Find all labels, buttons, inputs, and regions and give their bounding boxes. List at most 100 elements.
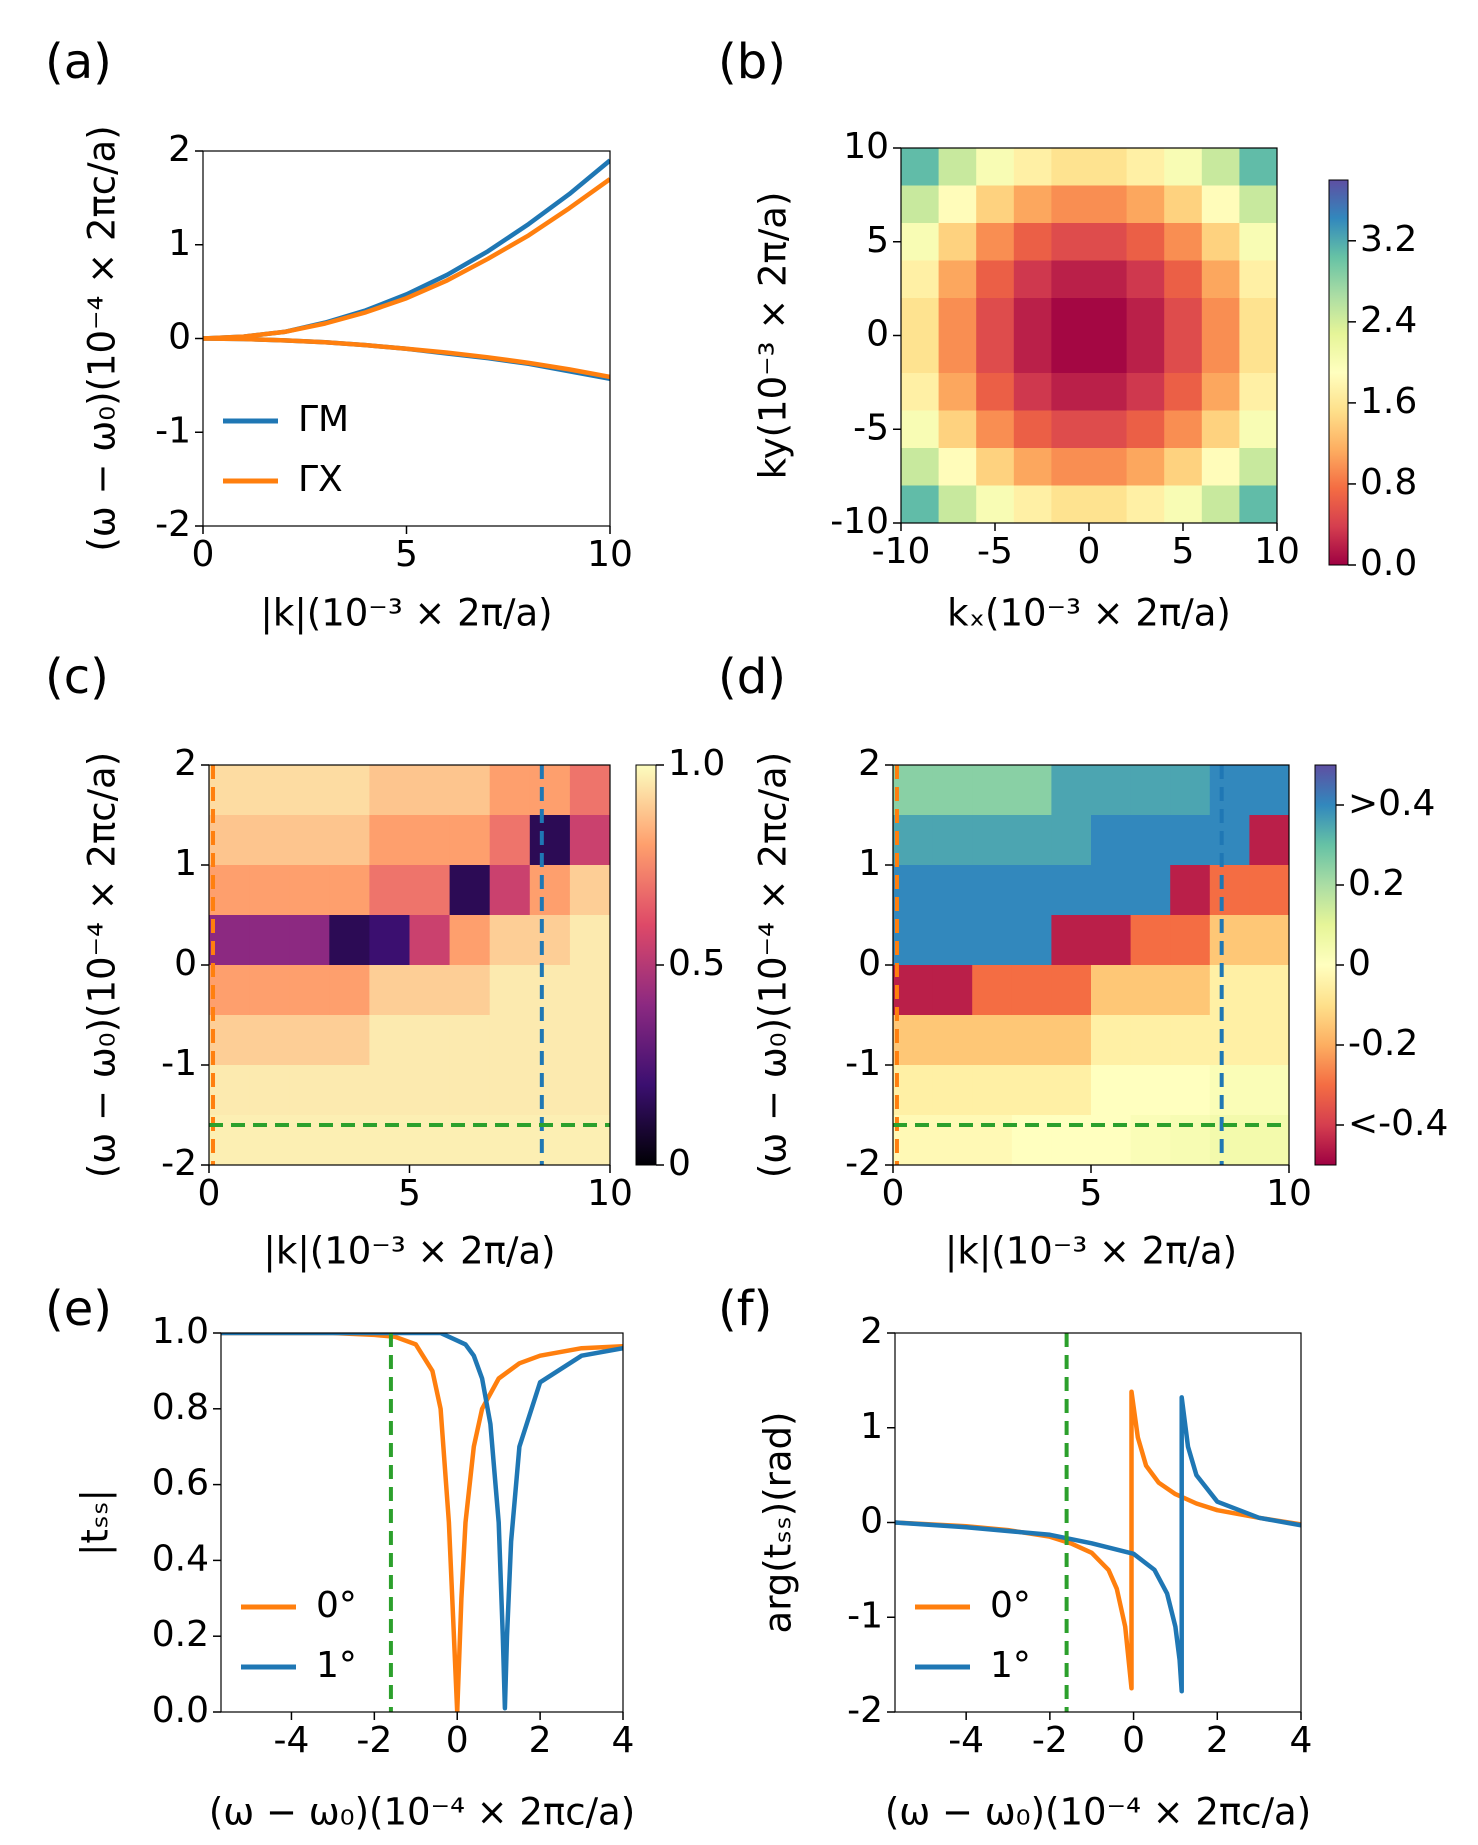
heat-cell <box>1201 260 1240 299</box>
panel-label: (c) <box>45 649 109 705</box>
heat-cell <box>329 765 370 816</box>
heat-cell <box>289 865 330 916</box>
heat-cell <box>449 965 491 1016</box>
heat-cell <box>1249 765 1289 816</box>
y-tick-label: -2 <box>161 1143 197 1184</box>
heat-cell <box>1013 185 1052 224</box>
y-tick-label: -1 <box>155 410 191 451</box>
heat-cell <box>1164 223 1203 262</box>
heat-cell <box>329 1015 370 1066</box>
heat-cell <box>972 1065 1013 1116</box>
heat-cell <box>249 965 290 1016</box>
x-tick-label: -10 <box>872 531 931 572</box>
colorbar-tick-label: 0.2 <box>1348 863 1405 904</box>
heat-cell <box>932 965 973 1016</box>
heat-cell <box>409 865 451 916</box>
heat-cell <box>249 865 290 916</box>
y-axis-label: arg(tₛₛ)(rad) <box>757 1412 800 1634</box>
heat-cell <box>289 965 330 1016</box>
heat-cell <box>1209 765 1250 816</box>
heat-cell <box>1239 185 1277 224</box>
heat-cell <box>529 815 571 866</box>
heat-cell <box>938 260 977 299</box>
heat-cell <box>249 815 290 866</box>
heat-cell <box>409 1015 451 1066</box>
heat-cell <box>938 448 977 487</box>
heat-cell <box>1051 223 1090 262</box>
heat-cell <box>289 815 330 866</box>
heat-cell <box>1051 1115 1092 1165</box>
heat-cell <box>1130 1015 1171 1066</box>
heat-cell <box>1089 410 1128 449</box>
heat-cell <box>938 335 977 374</box>
heat-cell <box>1201 335 1240 374</box>
heat-cell <box>1170 765 1211 816</box>
heat-cell <box>1051 915 1092 966</box>
colorbar-tick-label: 3.2 <box>1360 219 1417 260</box>
heat-cell <box>1239 260 1277 299</box>
heat-cell <box>893 815 934 866</box>
x-axis-label: kₓ(10⁻³ × 2π/a) <box>947 592 1231 635</box>
heat-cell <box>569 765 610 816</box>
heat-cell <box>1170 865 1211 916</box>
heat-cell <box>1170 915 1211 966</box>
heat-cell <box>1209 915 1250 966</box>
heat-cell <box>972 815 1013 866</box>
heat-cell <box>1089 335 1128 374</box>
heat-cell <box>409 965 451 1016</box>
heat-cell <box>932 815 973 866</box>
heat-cell <box>529 1015 571 1066</box>
x-tick-label: -2 <box>356 1720 392 1761</box>
y-tick-label: -10 <box>830 501 889 542</box>
heat-cell <box>1164 485 1203 523</box>
y-tick-label: 0.8 <box>152 1387 209 1428</box>
heat-cell <box>489 1065 531 1116</box>
heat-cell <box>369 1065 411 1116</box>
x-tick-label: -4 <box>274 1720 310 1761</box>
y-tick-label: 0 <box>866 314 889 355</box>
y-tick-label: 1 <box>860 1406 883 1447</box>
heat-cell <box>449 915 491 966</box>
x-tick-label: -5 <box>977 531 1013 572</box>
heat-cell <box>209 765 250 816</box>
plot-area <box>901 148 1277 523</box>
heat-cell <box>932 1115 973 1165</box>
y-tick-label: -1 <box>847 1595 883 1636</box>
heat-cell <box>1091 865 1132 916</box>
heat-cell <box>1013 448 1052 487</box>
series-line <box>221 1333 623 1712</box>
heat-cell <box>1089 260 1128 299</box>
heat-cell <box>289 765 330 816</box>
heat-cell <box>1209 965 1250 1016</box>
y-tick-label: 1 <box>858 843 881 884</box>
heat-cell <box>1126 485 1165 523</box>
heat-cell <box>1091 1065 1132 1116</box>
heat-cell <box>976 260 1015 299</box>
panel-label: (b) <box>718 34 786 90</box>
heat-cell <box>329 1065 370 1116</box>
heat-cell <box>569 815 610 866</box>
heat-cell <box>976 298 1015 337</box>
plot-area <box>209 765 610 1165</box>
x-tick-label: 2 <box>529 1720 552 1761</box>
heat-cell <box>1013 485 1052 523</box>
x-axis-label: (ω − ω₀)(10⁻⁴ × 2πc/a) <box>209 1791 635 1834</box>
plot-area <box>203 158 610 382</box>
y-tick-label: 0 <box>860 1501 883 1542</box>
heat-cell <box>1091 965 1132 1016</box>
x-tick-label: -4 <box>948 1720 984 1761</box>
heat-cell <box>938 185 977 224</box>
heat-cell <box>932 765 973 816</box>
heat-cell <box>1013 335 1052 374</box>
heat-cell <box>1201 185 1240 224</box>
heat-cell <box>489 1115 531 1165</box>
heat-cell <box>1239 448 1277 487</box>
series-line <box>203 336 610 382</box>
y-tick-label: 0 <box>858 943 881 984</box>
heat-cell <box>1201 448 1240 487</box>
heat-cell <box>489 865 531 916</box>
heat-cell <box>972 1115 1013 1165</box>
heat-cell <box>249 1065 290 1116</box>
colorbar <box>1314 764 1337 1166</box>
